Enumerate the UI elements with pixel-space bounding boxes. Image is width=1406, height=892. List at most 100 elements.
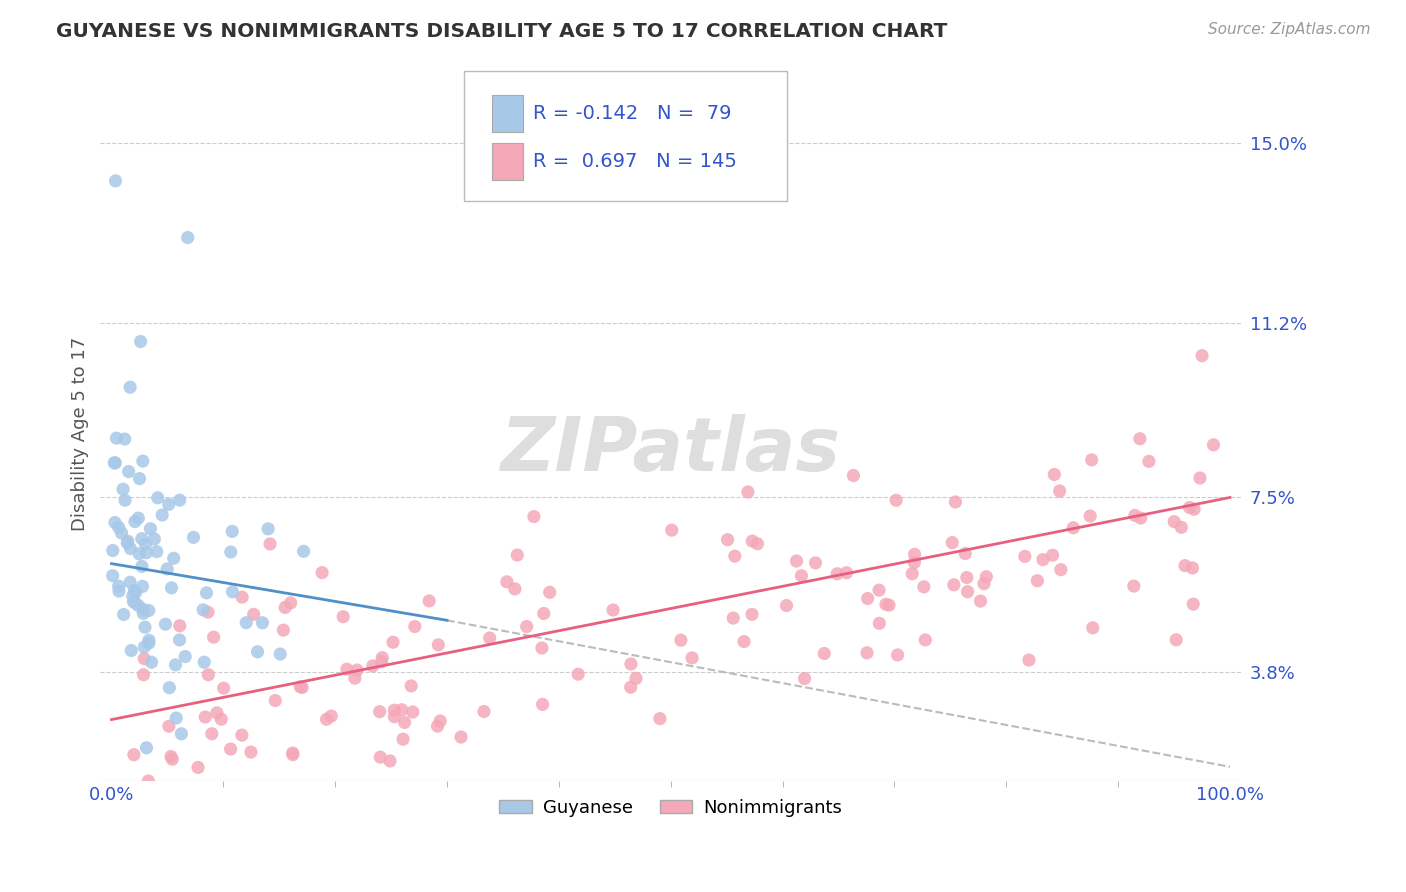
Point <box>835 566 858 580</box>
Point <box>143 532 166 546</box>
Point <box>825 566 848 581</box>
Point <box>813 647 835 661</box>
Point <box>1050 563 1073 577</box>
Point <box>169 632 191 647</box>
Point <box>1078 509 1101 524</box>
Point <box>120 575 142 590</box>
Point <box>138 633 160 648</box>
Point <box>901 566 924 581</box>
Point <box>1026 574 1049 588</box>
Point <box>790 568 813 582</box>
Point <box>402 705 425 719</box>
Point <box>530 640 553 655</box>
Point <box>290 680 312 694</box>
Point <box>145 544 167 558</box>
Point <box>1178 500 1201 515</box>
Point <box>101 543 124 558</box>
Point <box>1062 521 1084 535</box>
Point <box>1043 467 1066 482</box>
Point <box>856 591 879 606</box>
Point <box>157 681 180 695</box>
Point <box>209 712 232 726</box>
Point <box>1163 515 1185 529</box>
Point <box>1182 597 1205 611</box>
Point <box>138 774 160 789</box>
Point <box>134 620 156 634</box>
Point <box>132 454 155 468</box>
Point <box>162 752 184 766</box>
Point <box>195 586 218 600</box>
Point <box>368 750 391 764</box>
Point <box>104 516 127 530</box>
Point <box>231 728 253 742</box>
Point <box>716 533 738 547</box>
Point <box>281 746 304 760</box>
Point <box>884 493 907 508</box>
Point <box>124 583 146 598</box>
Point <box>478 631 501 645</box>
Point <box>321 709 343 723</box>
Point <box>197 667 219 681</box>
Point <box>242 607 264 622</box>
Point <box>131 579 153 593</box>
Point <box>332 609 354 624</box>
Point <box>205 706 228 720</box>
Point <box>246 645 269 659</box>
Point <box>117 465 139 479</box>
Point <box>1014 549 1036 564</box>
Point <box>956 570 979 584</box>
Point <box>531 698 554 712</box>
Point <box>429 714 451 728</box>
Point <box>146 491 169 505</box>
Point <box>101 568 124 582</box>
Point <box>259 537 281 551</box>
Point <box>128 599 150 613</box>
Point <box>108 584 131 599</box>
Point <box>124 585 146 599</box>
Point <box>117 536 139 550</box>
Point <box>945 495 967 509</box>
Point <box>516 619 538 633</box>
Point <box>235 615 257 630</box>
Point <box>165 657 187 672</box>
Point <box>969 594 991 608</box>
Point <box>120 643 142 657</box>
Point <box>292 544 315 558</box>
Point <box>941 535 963 549</box>
Point <box>104 174 127 188</box>
Point <box>976 570 998 584</box>
Point <box>495 574 517 589</box>
Point <box>681 651 703 665</box>
Point <box>1181 561 1204 575</box>
Point <box>506 548 529 562</box>
Point <box>132 607 155 621</box>
Point <box>103 456 125 470</box>
Point <box>160 581 183 595</box>
Point <box>169 619 191 633</box>
Point <box>391 703 413 717</box>
Point <box>273 623 295 637</box>
Point <box>157 497 180 511</box>
Point <box>1018 653 1040 667</box>
Point <box>155 617 177 632</box>
Text: ZIPatlas: ZIPatlas <box>501 414 841 487</box>
Point <box>404 619 426 633</box>
Point <box>368 705 391 719</box>
Point <box>114 432 136 446</box>
Point <box>602 603 624 617</box>
Point <box>912 580 935 594</box>
Point <box>392 732 415 747</box>
Point <box>280 596 302 610</box>
Point <box>399 679 422 693</box>
Point <box>786 554 808 568</box>
Point <box>868 583 890 598</box>
Point <box>371 650 394 665</box>
Point <box>361 659 384 673</box>
Point <box>128 472 150 486</box>
Point <box>124 515 146 529</box>
Point <box>538 585 561 599</box>
Point <box>370 655 392 669</box>
Point <box>138 603 160 617</box>
Point <box>197 605 219 619</box>
Point <box>741 534 763 549</box>
